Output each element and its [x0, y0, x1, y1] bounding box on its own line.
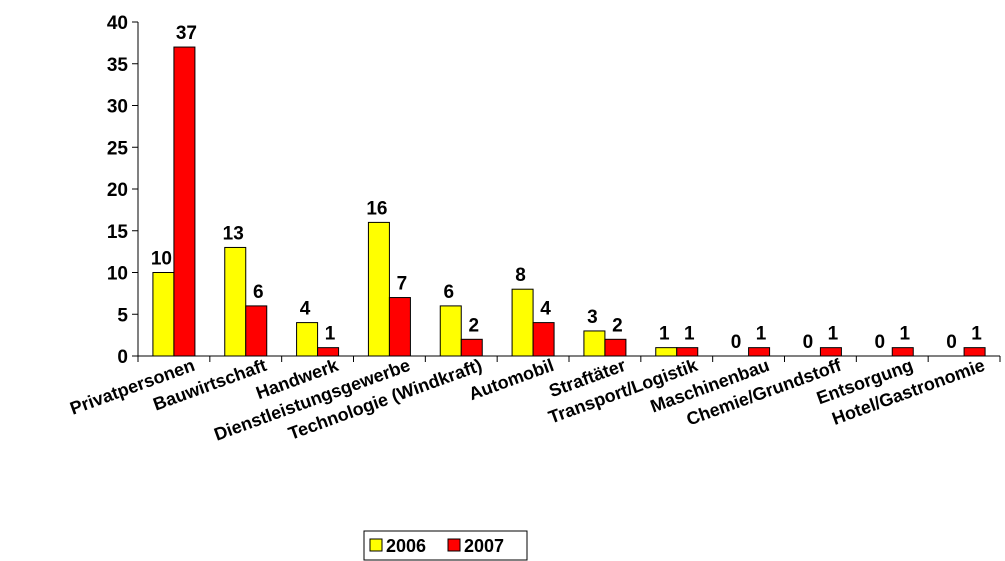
bar-2007: [604, 338, 627, 357]
data-label-2007: 2: [612, 315, 623, 336]
bar-2006: [583, 330, 606, 357]
y-tick-label: 10: [107, 264, 128, 285]
legend-swatch-2007: [447, 538, 461, 552]
y-axis: 0 5 10 15 20 25 30 35 40: [107, 13, 139, 368]
data-label-2007: 2: [468, 315, 479, 336]
legend-label-2007: 2007: [464, 536, 504, 556]
data-label-2006: 3: [587, 307, 598, 328]
bar-2007: [388, 297, 411, 357]
bar-2006: [224, 246, 247, 357]
bar-2007: [819, 347, 842, 357]
data-label-2006: 16: [366, 198, 387, 219]
bar-2007: [676, 347, 699, 357]
y-tick-label: 20: [107, 180, 128, 201]
bar-2006: [655, 347, 678, 357]
bar-2006: [367, 221, 390, 357]
data-label-2007: 7: [397, 274, 408, 295]
y-tick-label: 30: [107, 97, 128, 118]
data-label-2007: 4: [540, 299, 551, 320]
y-tick-label: 5: [117, 305, 128, 326]
bar-2007: [173, 46, 196, 357]
bar-2006: [511, 288, 534, 357]
bar-2007: [317, 347, 340, 357]
bar-2007: [891, 347, 914, 357]
data-label-2006: 8: [515, 265, 526, 286]
data-label-2006: 0: [874, 332, 885, 353]
data-label-2007: 6: [253, 282, 264, 303]
data-label-2006: 0: [946, 332, 957, 353]
bar-2006: [439, 305, 462, 357]
data-label-2007: 37: [176, 23, 197, 44]
y-tick-label: 0: [117, 347, 128, 368]
x-axis: PrivatpersonenBauwirtschaftHandwerkDiens…: [67, 355, 1001, 445]
y-tick-label: 15: [107, 222, 129, 243]
data-label-2007: 1: [971, 324, 982, 345]
bar-2007: [532, 322, 555, 357]
bar-2007: [963, 347, 986, 357]
data-label-2006: 0: [803, 332, 814, 353]
data-label-2006: 10: [151, 249, 172, 270]
legend: 2006 2007: [363, 530, 528, 561]
data-label-2006: 1: [659, 324, 670, 345]
data-label-2007: 1: [325, 324, 336, 345]
bar-2007: [748, 347, 771, 357]
bar-2006: [296, 322, 319, 357]
y-tick-label: 40: [107, 13, 128, 34]
data-label-2006: 6: [443, 282, 454, 303]
bar-2006: [152, 272, 175, 357]
data-label-2006: 4: [300, 299, 311, 320]
bars: [152, 46, 986, 357]
bar-2007: [245, 305, 268, 357]
data-label-2007: 1: [899, 324, 910, 345]
data-label-2006: 13: [223, 223, 244, 244]
bar-2007: [460, 338, 483, 357]
legend-box: [363, 530, 528, 561]
data-label-2007: 1: [684, 324, 695, 345]
data-label-2007: 1: [828, 324, 839, 345]
legend-label-2006: 2006: [386, 536, 426, 556]
y-tick-label: 35: [107, 55, 129, 76]
data-label-2006: 0: [731, 332, 742, 353]
legend-swatch-2006: [369, 538, 383, 552]
y-tick-label: 25: [107, 138, 129, 159]
data-label-2007: 1: [756, 324, 767, 345]
